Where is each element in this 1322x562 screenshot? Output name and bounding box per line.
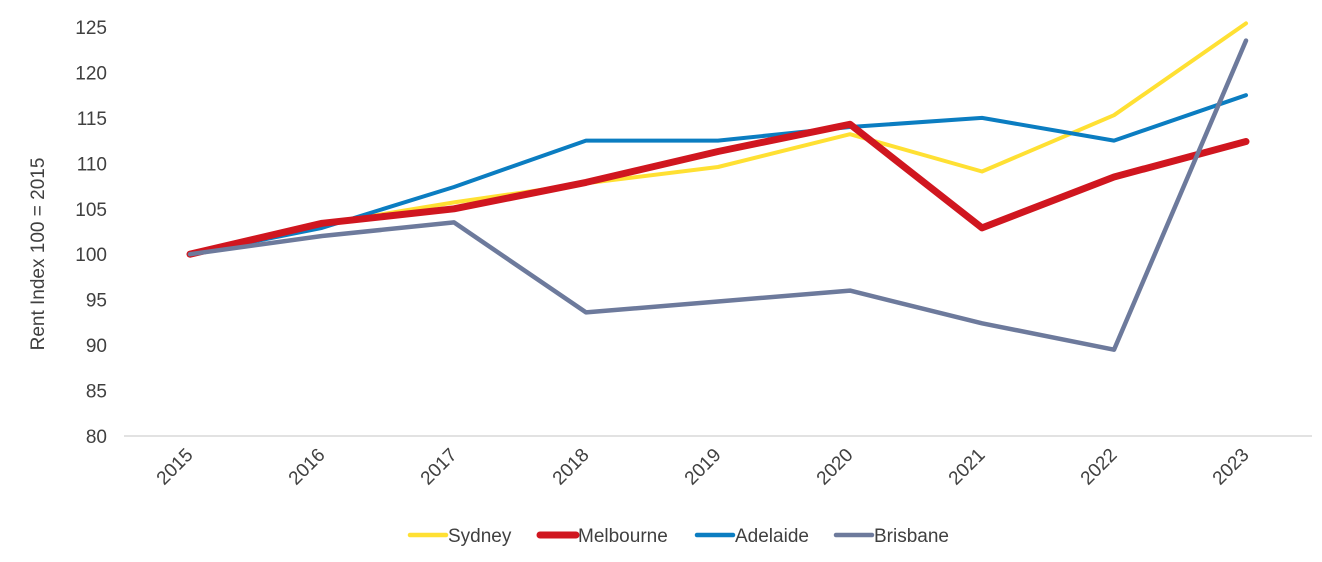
legend-label-sydney: Sydney <box>448 526 512 547</box>
y-axis-title: Rent Index 100 = 2015 <box>28 158 49 351</box>
legend-label-brisbane: Brisbane <box>874 526 949 547</box>
x-tick-label: 2020 <box>813 445 858 490</box>
x-tick-label: 2019 <box>681 445 726 490</box>
legend-label-melbourne: Melbourne <box>578 526 668 547</box>
x-tick-label: 2018 <box>549 445 594 490</box>
y-tick-label: 90 <box>86 336 107 357</box>
y-tick-label: 115 <box>77 109 107 130</box>
y-tick-label: 110 <box>77 154 107 175</box>
x-tick-label: 2016 <box>285 445 330 490</box>
y-axis-ticks: 80 85 90 95 100 105 110 115 120 125 <box>75 18 107 448</box>
x-tick-label: 2023 <box>1209 445 1254 490</box>
y-tick-label: 100 <box>75 245 107 266</box>
y-tick-label: 125 <box>75 18 107 39</box>
x-tick-label: 2015 <box>153 445 198 490</box>
y-tick-label: 95 <box>86 291 107 312</box>
series-lines <box>186 21 1250 352</box>
x-tick-label: 2021 <box>945 445 990 490</box>
y-tick-label: 105 <box>75 200 107 221</box>
legend-label-adelaide: Adelaide <box>735 526 809 547</box>
x-axis-ticks: 2015 2016 2017 2018 2019 2020 2021 2022 2023 <box>153 445 1254 490</box>
x-tick-label: 2017 <box>417 445 462 490</box>
y-tick-label: 85 <box>86 382 107 403</box>
legend: Sydney Melbourne Adelaide Brisbane <box>407 526 949 547</box>
series-line-adelaide <box>188 93 1248 257</box>
series-line-brisbane <box>187 38 1249 352</box>
y-tick-label: 80 <box>86 427 107 448</box>
x-tick-label: 2022 <box>1077 445 1122 490</box>
series-line-melbourne <box>186 120 1250 258</box>
y-tick-label: 120 <box>75 63 107 84</box>
